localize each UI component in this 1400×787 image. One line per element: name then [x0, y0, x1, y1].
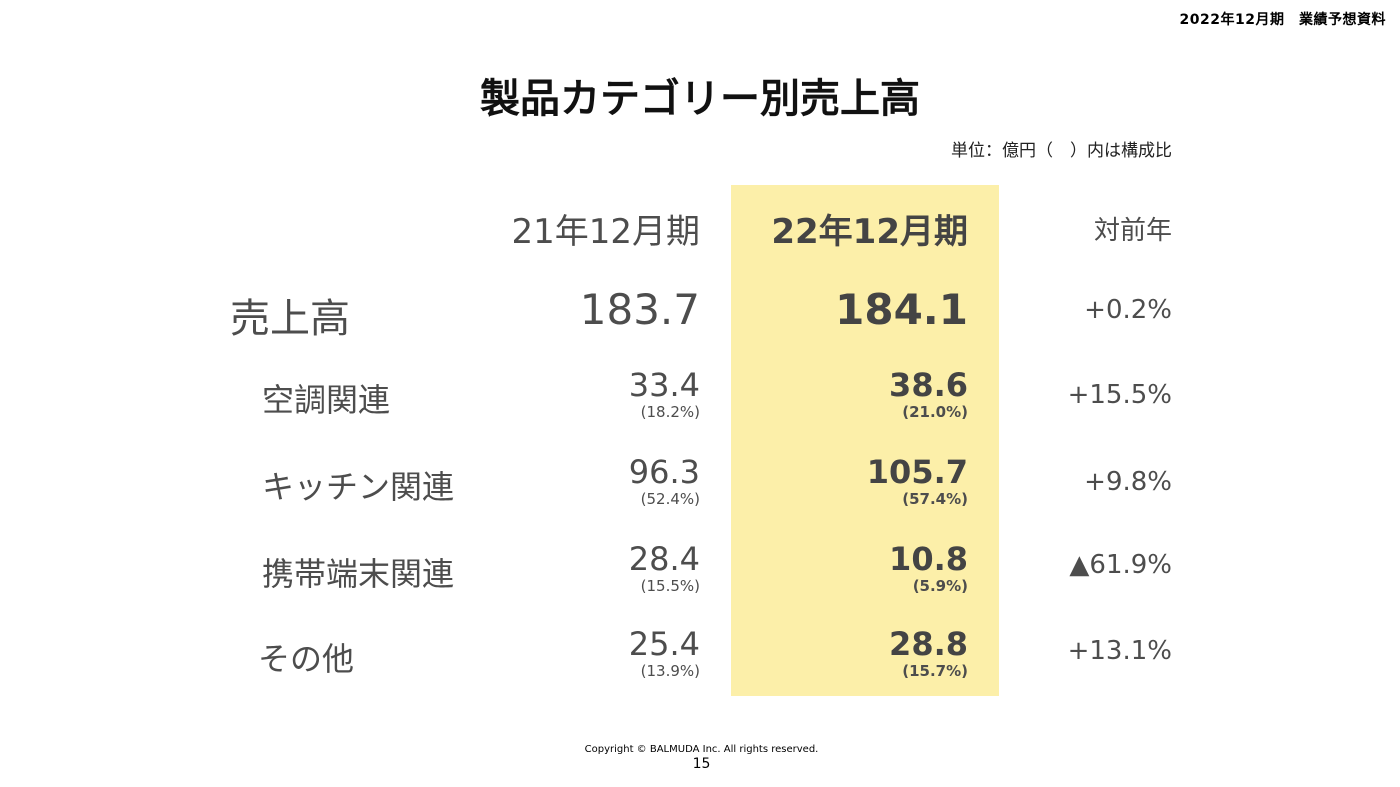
current-value: 10.8	[889, 540, 968, 578]
category-prev-cell: 33.4 (18.2%)	[629, 368, 700, 422]
prev-share: (13.9%)	[640, 662, 700, 680]
category-yoy-value: ▲61.9%	[1069, 550, 1172, 580]
prev-value: 96.3	[628, 453, 700, 491]
row-label-total: 売上高	[230, 296, 350, 342]
category-yoy-value: +15.5%	[1067, 380, 1172, 410]
current-share: (15.7%)	[902, 662, 968, 680]
prev-value: 28.4	[628, 540, 700, 578]
document-header-note: 2022年12月期 業績予想資料	[1179, 12, 1386, 28]
unit-note: 単位：億円（ ）内は構成比	[951, 141, 1172, 161]
column-header-prev: 21年12月期	[511, 212, 700, 252]
prev-value: 25.4	[628, 625, 700, 663]
category-yoy-value: +13.1%	[1067, 636, 1172, 666]
current-period-highlight	[731, 185, 999, 696]
current-value: 28.8	[889, 625, 968, 663]
category-current-cell: 28.8 (15.7%)	[889, 627, 968, 681]
row-label-category: 空調関連	[262, 381, 391, 419]
category-current-cell: 10.8 (5.9%)	[889, 542, 968, 596]
prev-share: (52.4%)	[640, 490, 700, 508]
page-title: 製品カテゴリー別売上高	[480, 76, 920, 122]
category-current-cell: 38.6 (21.0%)	[889, 368, 968, 422]
category-prev-cell: 96.3 (52.4%)	[629, 455, 700, 509]
page-number: 15	[692, 756, 711, 772]
category-prev-cell: 25.4 (13.9%)	[629, 627, 700, 681]
column-header-current: 22年12月期	[771, 212, 968, 252]
category-yoy-value: +9.8%	[1084, 467, 1172, 497]
category-current-cell: 105.7 (57.4%)	[867, 455, 968, 509]
column-header-yoy: 対前年	[1093, 216, 1172, 246]
current-share: (5.9%)	[912, 577, 968, 595]
total-prev-value: 183.7	[579, 285, 700, 334]
current-value: 105.7	[866, 453, 968, 491]
current-share: (21.0%)	[902, 403, 968, 421]
current-share: (57.4%)	[902, 490, 968, 508]
prev-value: 33.4	[628, 366, 700, 404]
prev-share: (18.2%)	[640, 403, 700, 421]
row-label-category: キッチン関連	[262, 468, 455, 506]
category-prev-cell: 28.4 (15.5%)	[629, 542, 700, 596]
row-label-category: その他	[258, 640, 355, 678]
copyright-notice: Copyright © BALMUDA Inc. All rights rese…	[584, 744, 819, 755]
current-value: 38.6	[889, 366, 968, 404]
total-current-value: 184.1	[835, 285, 968, 334]
total-yoy-value: +0.2%	[1084, 295, 1172, 325]
prev-share: (15.5%)	[640, 577, 700, 595]
row-label-category: 携帯端末関連	[262, 555, 455, 593]
